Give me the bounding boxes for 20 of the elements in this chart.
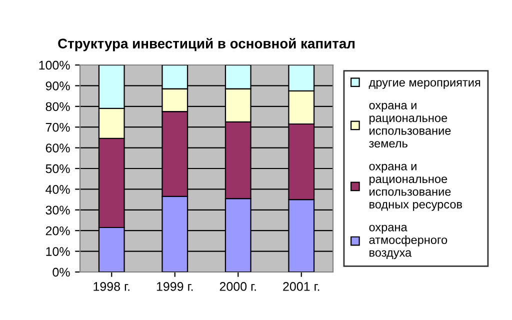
y-tick-label: 40% (46, 185, 70, 194)
y-tick-label: 90% (46, 82, 70, 90)
y-tick-label: 100% (39, 60, 70, 70)
y-tick-label: 80% (46, 102, 70, 112)
legend-label: охрана атмосферного воздуха (369, 224, 448, 260)
y-tick-label: 70% (46, 122, 70, 132)
y-tick-label: 60% (46, 144, 70, 152)
x-tick-label: 2000 г. (220, 282, 256, 291)
legend-label: охрана и рациональное использование земель (369, 102, 451, 148)
y-tick-label: 20% (46, 226, 70, 236)
legend-label: другие мероприятия (368, 80, 480, 89)
x-tick-label: 1999 г. (156, 282, 193, 291)
y-tick-label: 10% (46, 247, 70, 256)
y-tick-label: 30% (46, 206, 70, 215)
y-tick-label: 0% (52, 268, 70, 277)
x-tick-label: 2001 г. (283, 282, 320, 291)
y-tick-label: 50% (46, 164, 70, 174)
legend-label: охрана и рациональное использование водных ресурсов (369, 164, 462, 211)
chart-title: Структура инвестиций в основной капитал (58, 38, 355, 52)
x-tick-label: 1998 г. (94, 282, 130, 291)
